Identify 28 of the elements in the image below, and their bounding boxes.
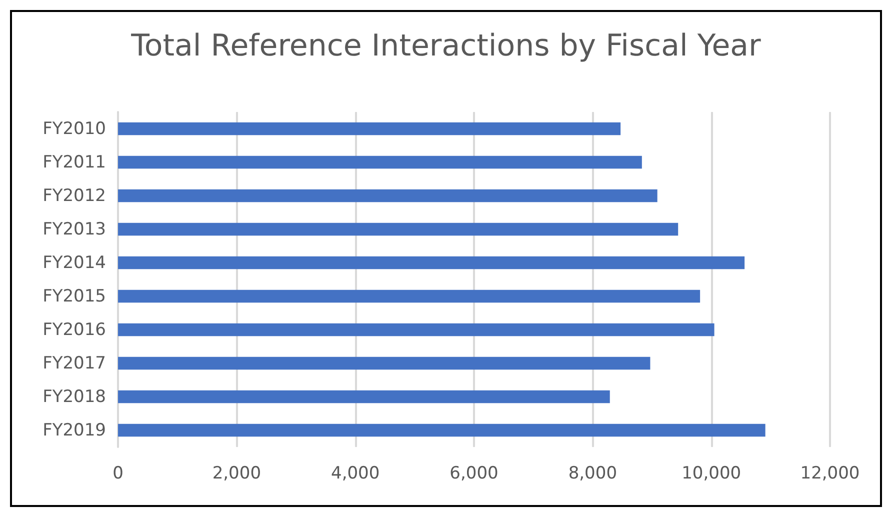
bar bbox=[118, 189, 658, 202]
y-tick-label: FY2019 bbox=[42, 420, 106, 440]
bar bbox=[118, 390, 610, 404]
bar bbox=[118, 356, 650, 370]
y-tick-label: FY2015 bbox=[42, 286, 106, 306]
y-tick-label: FY2010 bbox=[42, 118, 106, 139]
chart-title: Total Reference Interactions by Fiscal Year bbox=[130, 28, 762, 64]
bar bbox=[118, 323, 714, 336]
bar bbox=[118, 222, 678, 236]
y-tick-label: FY2012 bbox=[42, 186, 106, 206]
x-tick-label: 10,000 bbox=[682, 464, 742, 484]
bar bbox=[118, 122, 621, 136]
x-tick-label: 6,000 bbox=[450, 464, 498, 484]
x-tick-label: 2,000 bbox=[212, 464, 262, 484]
bar bbox=[118, 156, 642, 169]
x-tick-label: 0 bbox=[112, 464, 124, 484]
y-tick-label: FY2018 bbox=[42, 386, 106, 407]
x-tick-label: 12,000 bbox=[800, 464, 860, 484]
bar bbox=[118, 256, 745, 270]
bar bbox=[118, 290, 700, 303]
y-tick-label: FY2011 bbox=[42, 152, 106, 172]
y-tick-label: FY2013 bbox=[42, 219, 106, 240]
bar bbox=[118, 424, 766, 437]
x-tick-label: 4,000 bbox=[330, 464, 380, 484]
y-tick-label: FY2014 bbox=[42, 252, 106, 273]
y-tick-label: FY2017 bbox=[42, 353, 106, 374]
x-tick-label: 8,000 bbox=[568, 464, 618, 484]
y-tick-label: FY2016 bbox=[42, 320, 106, 340]
